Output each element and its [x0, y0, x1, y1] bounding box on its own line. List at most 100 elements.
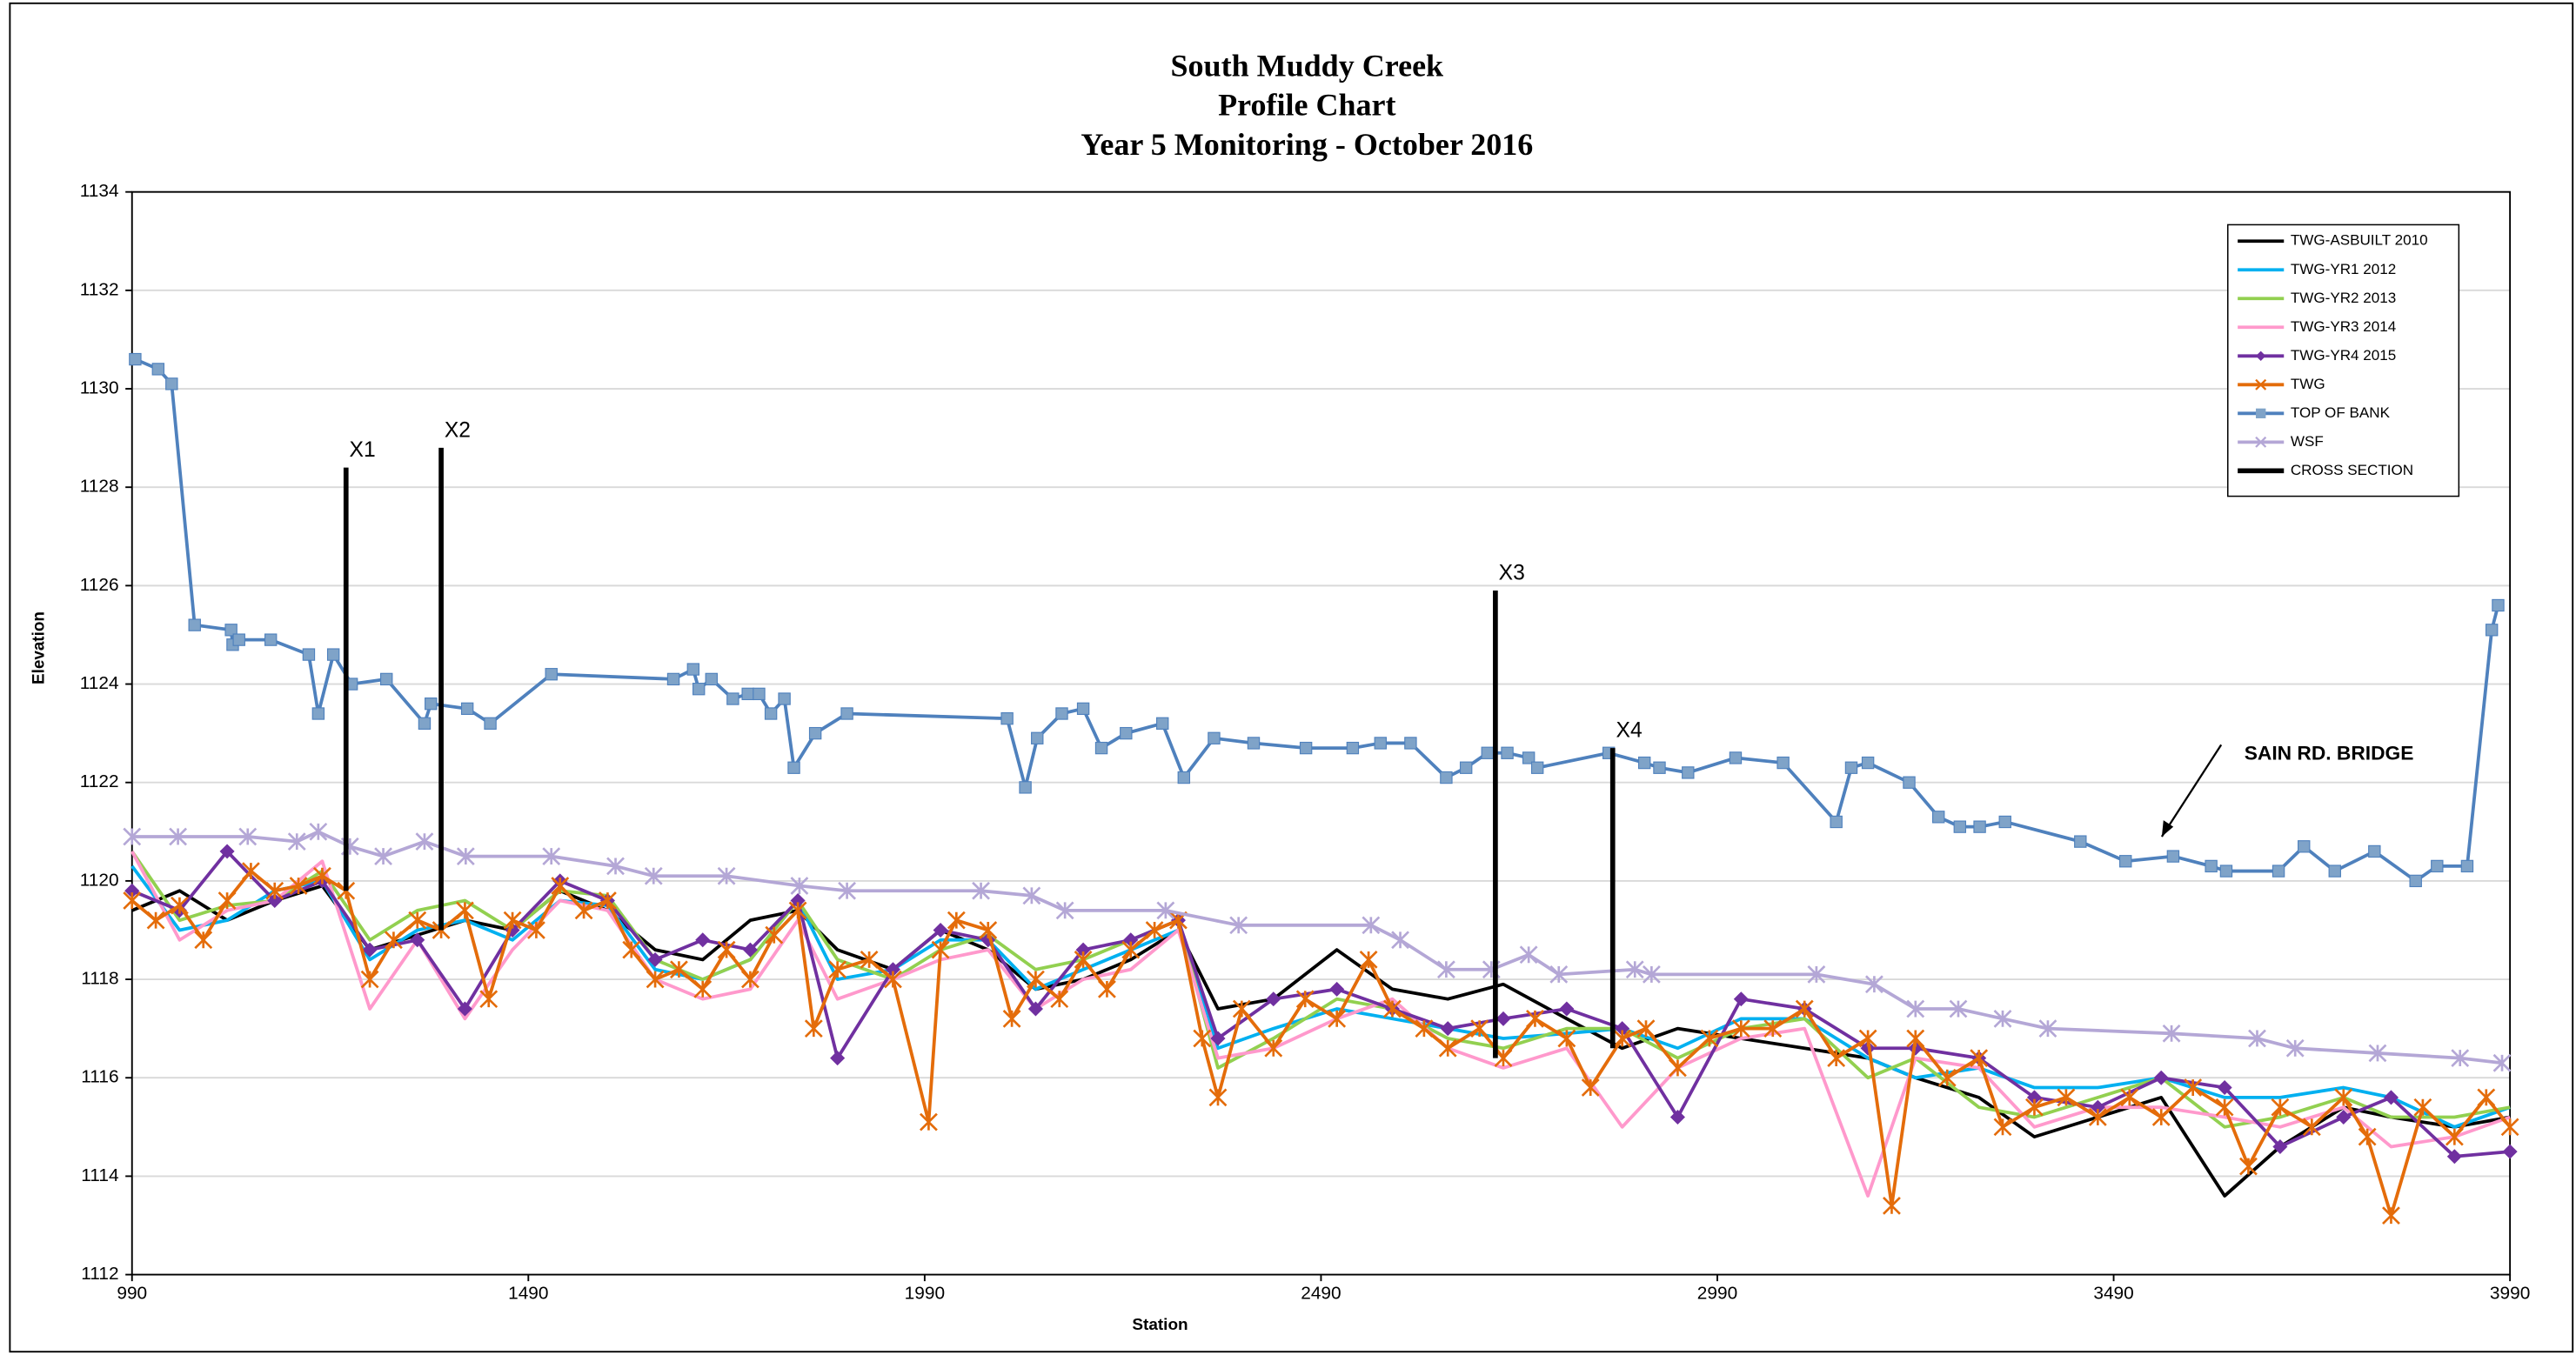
point-marker — [311, 707, 325, 720]
point-marker — [1906, 999, 1925, 1018]
point-marker — [1193, 1029, 1212, 1048]
point-marker — [1022, 886, 1041, 905]
point-marker — [2239, 1157, 2258, 1176]
point-marker — [2477, 1088, 2496, 1107]
point-marker — [1374, 737, 1387, 750]
point-marker — [830, 1051, 846, 1066]
point-marker — [692, 683, 706, 696]
point-marker — [705, 672, 718, 686]
point-marker — [1404, 737, 1417, 750]
x-tick-label: 1490 — [508, 1284, 548, 1304]
point-marker — [741, 687, 754, 701]
point-marker — [151, 363, 165, 376]
point-marker — [1383, 999, 1402, 1018]
point-marker — [124, 883, 140, 898]
plot-border — [130, 190, 2512, 1276]
point-marker — [2272, 864, 2285, 878]
point-marker — [2445, 1127, 2464, 1146]
point-marker — [741, 970, 759, 989]
point-marker — [1637, 756, 1651, 770]
point-marker — [1581, 1078, 1600, 1097]
point-marker — [542, 847, 561, 865]
point-marker — [1949, 999, 1968, 1018]
point-marker — [1002, 1009, 1021, 1028]
point-marker — [1120, 726, 1133, 740]
point-marker — [765, 925, 784, 944]
point-marker — [644, 866, 663, 885]
annotation-arrow — [2160, 744, 2223, 838]
point-marker — [1438, 1038, 1457, 1058]
point-marker — [1232, 999, 1251, 1018]
point-marker — [1027, 970, 1045, 989]
point-marker — [1953, 820, 1967, 833]
point-marker — [289, 877, 308, 895]
x-tick-label: 1990 — [905, 1284, 945, 1304]
point-marker — [1019, 781, 1032, 794]
point-marker — [484, 717, 497, 730]
point-marker — [1328, 1009, 1347, 1028]
point-marker — [415, 832, 434, 851]
point-marker — [1807, 965, 1826, 984]
point-marker — [1247, 737, 1261, 750]
point-marker — [1094, 741, 1108, 755]
point-marker — [1858, 1029, 1877, 1048]
point-marker — [1000, 711, 1014, 725]
y-axis-label: Elevation — [30, 611, 48, 684]
x-tick-label: 990 — [117, 1284, 147, 1304]
point-marker — [2153, 1070, 2169, 1085]
point-marker — [1973, 820, 1986, 833]
point-marker — [1501, 746, 1514, 759]
point-marker — [1359, 951, 1378, 969]
point-marker — [165, 377, 178, 390]
point-marker — [312, 866, 331, 885]
point-marker — [790, 893, 806, 909]
point-marker — [646, 970, 665, 989]
point-marker — [380, 672, 393, 686]
series-line — [131, 830, 2503, 1065]
point-marker — [238, 827, 258, 846]
legend-marker — [2256, 408, 2266, 418]
y-tick-label: 1132 — [80, 279, 119, 299]
legend-label: TWG-YR4 2015 — [2291, 347, 2396, 364]
y-tick-label: 1122 — [80, 771, 119, 791]
point-marker — [503, 911, 522, 930]
point-marker — [1495, 1011, 1511, 1026]
cross-section-label: X3 — [1499, 562, 1525, 585]
point-marker — [2368, 844, 2381, 858]
point-marker — [2302, 1118, 2321, 1137]
point-marker — [717, 866, 736, 885]
point-marker — [1415, 1019, 1434, 1038]
point-marker — [219, 844, 235, 859]
point-marker — [1156, 901, 1175, 920]
annotation-arrowhead — [2161, 820, 2174, 837]
point-marker — [1931, 811, 1945, 824]
point-marker — [374, 847, 392, 865]
point-marker — [2162, 1024, 2181, 1043]
point-marker — [670, 960, 688, 979]
point-marker — [838, 881, 857, 900]
point-marker — [1362, 916, 1381, 935]
point-marker — [1530, 761, 1544, 774]
point-marker — [2184, 1078, 2203, 1097]
legend-marker — [2255, 436, 2267, 448]
point-marker — [885, 962, 900, 978]
point-marker — [265, 881, 284, 900]
legend-label: TOP OF BANK — [2291, 404, 2391, 421]
point-marker — [1937, 1068, 1957, 1087]
point-marker — [326, 648, 340, 661]
point-marker — [2413, 1098, 2432, 1117]
legend-marker — [2255, 378, 2267, 390]
point-marker — [1055, 901, 1074, 920]
point-marker — [1145, 921, 1164, 939]
point-marker — [1682, 766, 1695, 779]
point-marker — [884, 970, 902, 989]
y-tick-label: 1124 — [80, 673, 119, 693]
point-marker — [1121, 940, 1141, 959]
cross-section-label: X4 — [1616, 719, 1643, 743]
point-marker — [287, 832, 306, 851]
point-marker — [1391, 931, 1409, 950]
point-marker — [455, 901, 474, 920]
point-marker — [2025, 1098, 2044, 1117]
point-marker — [1642, 965, 1661, 984]
series-line — [131, 884, 2511, 1198]
